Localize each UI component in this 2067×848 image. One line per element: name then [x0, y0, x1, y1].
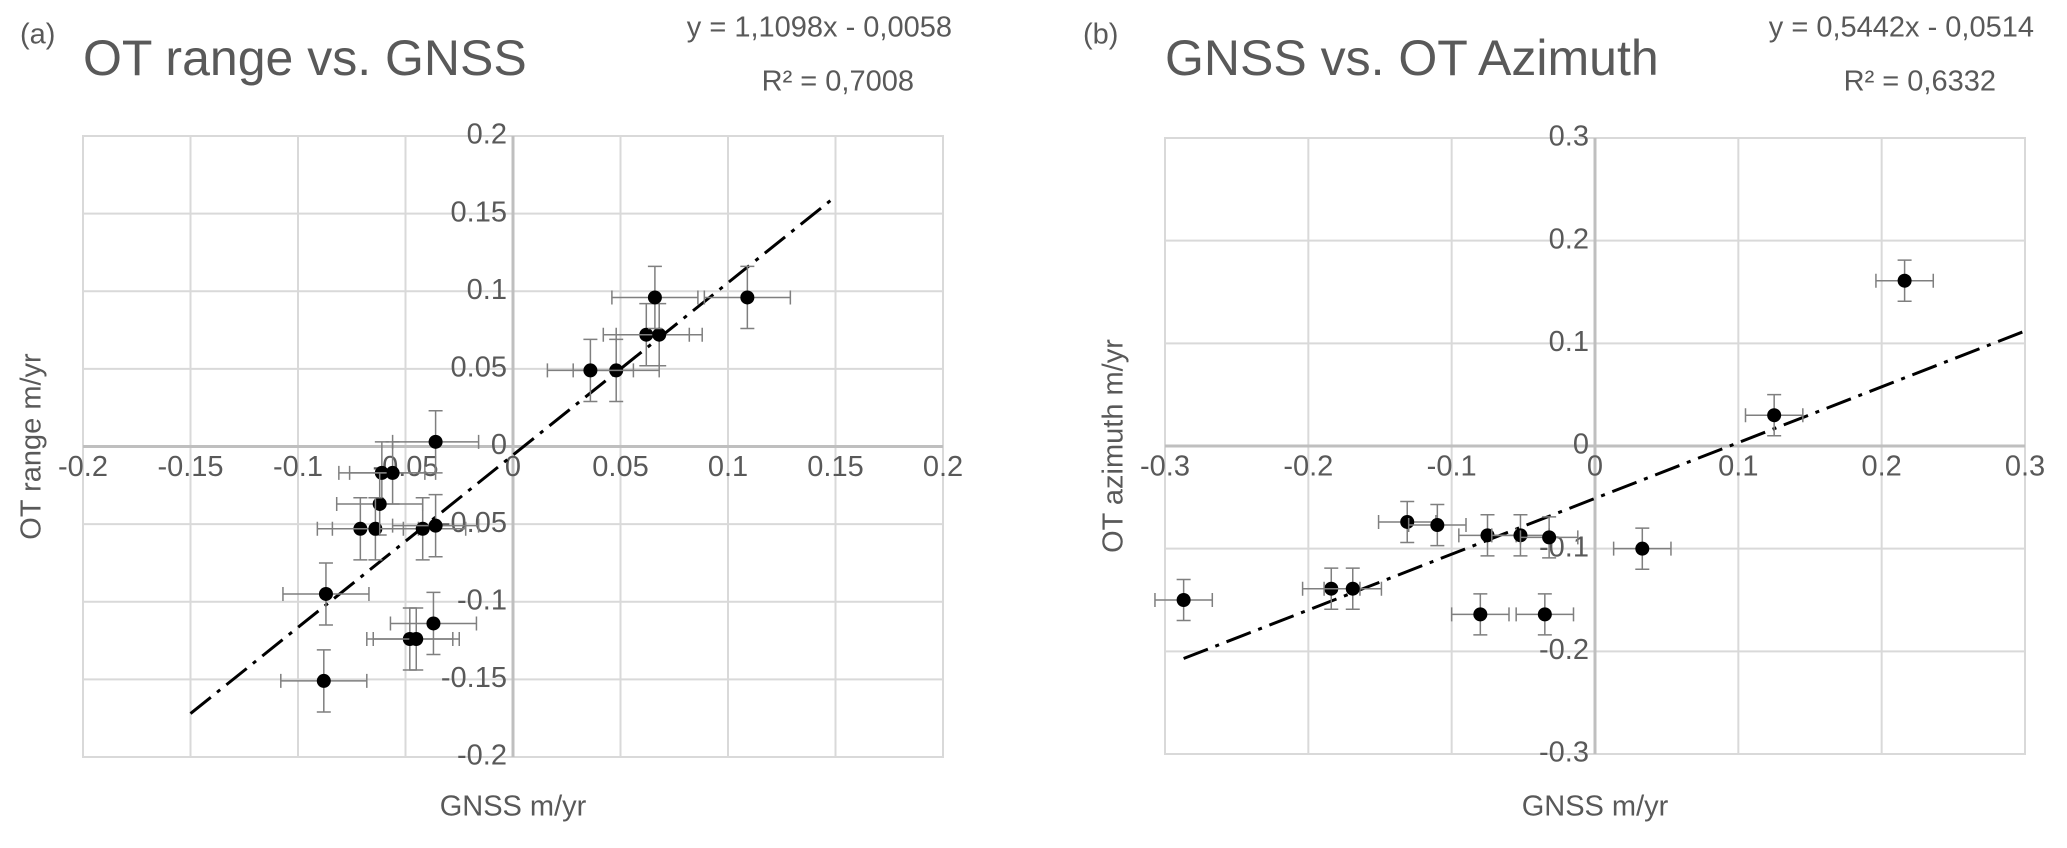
x-tick-label: -0.15	[157, 451, 223, 483]
point	[409, 632, 424, 647]
y-tick-label: 0	[1573, 429, 1589, 461]
y-tick-label: -0.3	[1539, 737, 1589, 769]
point	[428, 434, 443, 449]
point	[1542, 530, 1557, 545]
r-squared: R² = 0,7008	[762, 66, 914, 98]
y-tick-label: 0.1	[467, 274, 507, 306]
y-tick-label: 0	[491, 429, 507, 461]
y-tick-label: 0.1	[1549, 326, 1589, 358]
panel-label: (b)	[1083, 19, 1118, 51]
point	[1400, 514, 1415, 529]
point	[740, 290, 755, 305]
y-tick-label: -0.05	[441, 507, 507, 539]
y-tick-label: -0.1	[457, 584, 507, 616]
x-axis-title: GNSS m/yr	[1522, 791, 1669, 823]
y-axis-title: OT range m/yr	[16, 353, 48, 540]
y-tick-label: -0.15	[441, 662, 507, 694]
point	[1897, 273, 1912, 288]
y-tick-label: 0.2	[467, 119, 507, 151]
point	[1767, 408, 1782, 423]
panel-label: (a)	[20, 19, 55, 51]
x-tick-label: -0.2	[58, 451, 108, 483]
x-axis-title: GNSS m/yr	[440, 791, 587, 823]
point	[652, 327, 667, 342]
x-tick-label: -0.1	[1427, 451, 1477, 483]
y-axis-title: OT azimuth m/yr	[1098, 339, 1130, 553]
point	[372, 496, 387, 511]
point	[415, 521, 430, 536]
equation: y = 1,1098x - 0,0058	[687, 12, 952, 44]
x-tick-label: -0.2	[1283, 451, 1333, 483]
point	[426, 616, 441, 631]
point	[368, 521, 383, 536]
point	[1430, 518, 1445, 533]
x-tick-label: 0.2	[923, 451, 963, 483]
r-squared: R² = 0,6332	[1844, 66, 1996, 98]
equation: y = 0,5442x - 0,0514	[1769, 12, 2034, 44]
point	[428, 518, 443, 533]
x-tick-label: 0.1	[708, 451, 748, 483]
x-tick-label: 0.15	[807, 451, 863, 483]
x-tick-label: -0.1	[273, 451, 323, 483]
y-tick-label: -0.2	[457, 740, 507, 772]
point	[385, 465, 400, 480]
point	[1635, 541, 1650, 556]
y-tick-label: 0.05	[451, 352, 507, 384]
point	[1473, 607, 1488, 622]
chart-title: GNSS vs. OT Azimuth	[1165, 30, 1659, 86]
point	[318, 586, 333, 601]
y-tick-label: 0.2	[1549, 223, 1589, 255]
x-tick-label: -0.3	[1140, 451, 1190, 483]
point	[583, 363, 598, 378]
trendline	[1183, 329, 2026, 660]
x-tick-label: 0.2	[1862, 451, 1902, 483]
x-tick-label: 0.05	[592, 451, 648, 483]
point	[1537, 607, 1552, 622]
x-tick-label: 0	[1587, 451, 1603, 483]
chart-title: OT range vs. GNSS	[83, 30, 527, 86]
x-tick-label: 0	[505, 451, 521, 483]
y-tick-label: -0.2	[1539, 634, 1589, 666]
x-tick-label: 0.3	[2005, 451, 2045, 483]
point	[1480, 528, 1495, 543]
y-tick-label: 0.3	[1549, 121, 1589, 153]
point	[316, 673, 331, 688]
point	[647, 290, 662, 305]
y-tick-label: 0.15	[451, 196, 507, 228]
x-tick-label: 0.1	[1718, 451, 1758, 483]
point	[1176, 593, 1191, 607]
point	[1345, 581, 1360, 596]
